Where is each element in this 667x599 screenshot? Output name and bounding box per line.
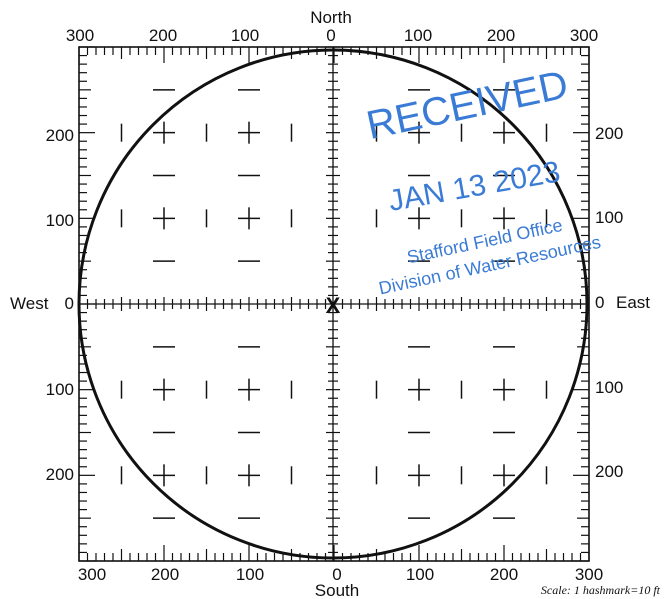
right-tick-label: 100 [595, 378, 623, 397]
scale-note: Scale: 1 hashmark=10 ft [541, 583, 661, 597]
left-tick-label: 0 [65, 294, 74, 313]
top-tick-label: 300 [570, 26, 598, 45]
right-tick-label: 0 [595, 293, 604, 312]
stamp-date: JAN 13 2023 [386, 155, 563, 218]
top-tick-label: 100 [404, 26, 432, 45]
top-tick-label: 100 [231, 26, 259, 45]
stamp-received: RECEIVED [363, 63, 572, 149]
left-tick-label: 200 [46, 126, 74, 145]
north-label: North [310, 8, 352, 27]
left-tick-label: 100 [46, 211, 74, 230]
bottom-tick-label: 0 [332, 565, 341, 584]
top-tick-label: 200 [149, 26, 177, 45]
bottom-tick-label: 300 [78, 565, 106, 584]
west-label: West [10, 294, 49, 313]
east-label: East [616, 293, 650, 312]
bottom-tick-label: 200 [490, 565, 518, 584]
top-tick-label: 0 [326, 26, 335, 45]
top-tick-label: 200 [487, 26, 515, 45]
south-label: South [315, 581, 359, 599]
right-tick-label: 200 [595, 462, 623, 481]
bottom-tick-label: 100 [406, 565, 434, 584]
boundary-circle [77, 48, 589, 560]
left-tick-label: 100 [46, 380, 74, 399]
right-tick-label: 200 [595, 124, 623, 143]
right-tick-label: 100 [595, 208, 623, 227]
bottom-tick-label: 300 [575, 565, 603, 584]
bottom-tick-label: 200 [151, 565, 179, 584]
top-tick-label: 300 [66, 26, 94, 45]
left-tick-label: 200 [46, 465, 74, 484]
tick-labels: 300 200 100 0 100 200 300 300 200 100 0 … [46, 26, 624, 584]
bottom-tick-label: 100 [236, 565, 264, 584]
interior-marks [120, 89, 548, 519]
received-stamp: RECEIVED JAN 13 2023 Stafford Field Offi… [363, 63, 603, 299]
center-marker: X [326, 293, 341, 318]
